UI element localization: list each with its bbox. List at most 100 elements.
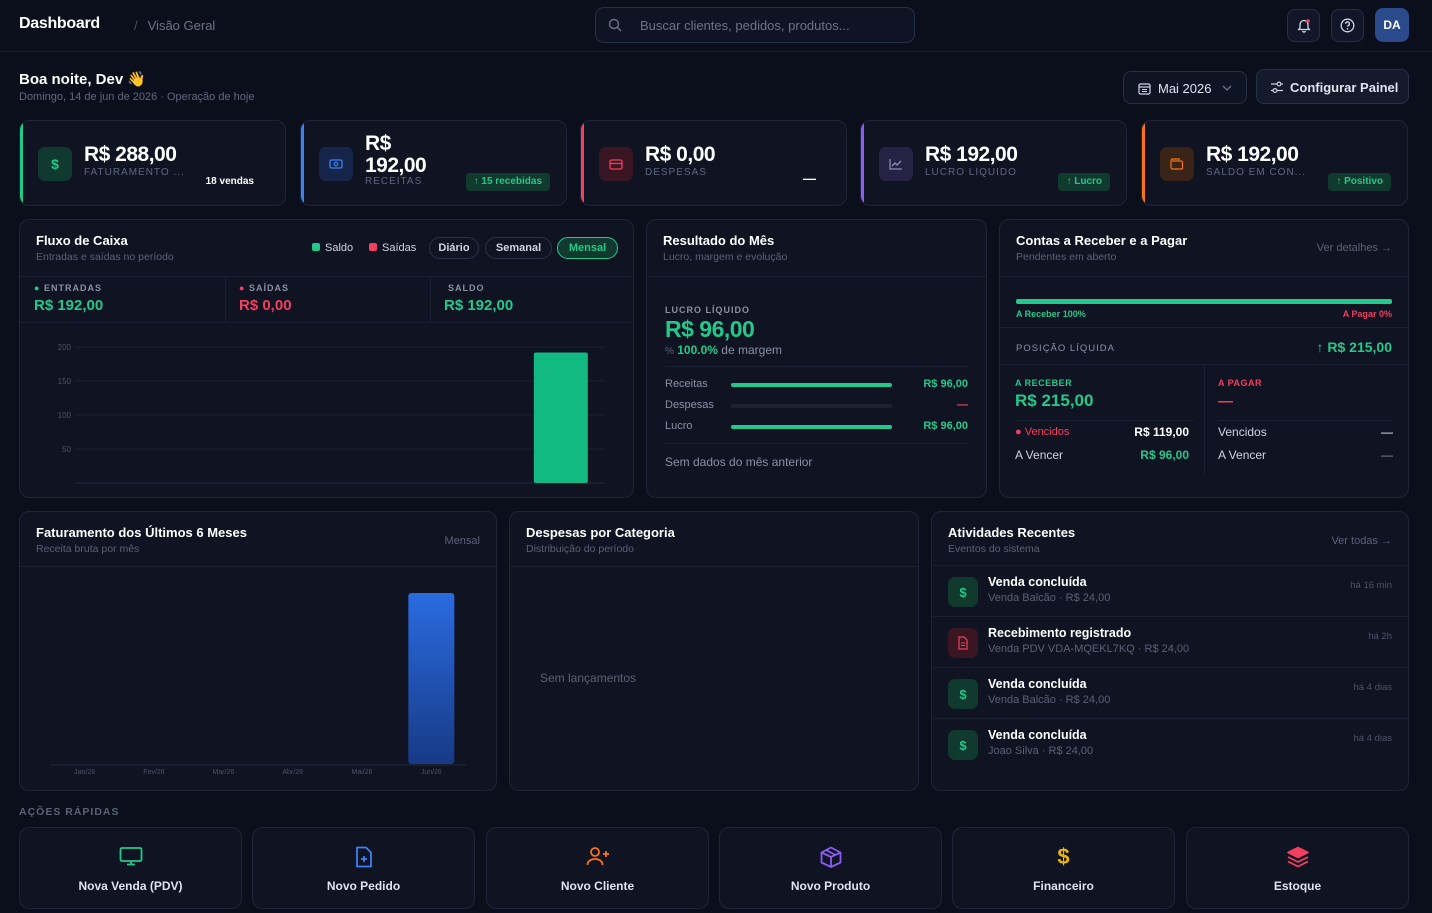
divider xyxy=(430,276,431,322)
activity-time: há 16 min xyxy=(1350,580,1392,591)
divider xyxy=(1000,276,1408,277)
receitas-label: Receitas xyxy=(665,378,708,390)
quick-action-finance[interactable]: $ Financeiro xyxy=(952,827,1175,909)
kpi-card-lucro[interactable]: R$ 192,00 LUCRO LÍQUIDO ↑ Lucro xyxy=(860,120,1127,206)
tab-diario[interactable]: Diário xyxy=(429,237,479,259)
cashflow-panel: Fluxo de Caixa Entradas e saídas no perí… xyxy=(19,219,634,498)
configure-panel-label: Configurar Painel xyxy=(1290,80,1399,95)
activities-title: Atividades Recentes xyxy=(948,525,1076,540)
see-all-link[interactable]: Ver todas → xyxy=(1331,535,1392,547)
kpi-value: R$ 0,00 xyxy=(645,143,716,166)
period-select[interactable]: Mai 2026 xyxy=(1123,71,1247,104)
expenses-title: Despesas por Categoria xyxy=(526,525,675,540)
x-tick-label: Fev/26 xyxy=(143,769,165,776)
revenue-panel: Faturamento dos Últimos 6 Meses Receita … xyxy=(19,511,497,791)
saldo-value: R$ 192,00 xyxy=(444,297,514,314)
dollar-icon: $ xyxy=(948,679,978,709)
revenue-bar xyxy=(408,593,455,764)
money-icon xyxy=(319,147,353,181)
legend-saidas: Saídas xyxy=(369,242,416,254)
activity-item[interactable]: Recebimento registrado Venda PDV VDA-MQE… xyxy=(933,616,1408,667)
arrow-right-icon: → xyxy=(1381,242,1392,254)
kpi-card-receitas[interactable]: R$ 192,00 RECEITAS ↑ 15 recebidas xyxy=(300,120,567,206)
kpi-badge: — xyxy=(803,171,816,186)
saidas-value: R$ 0,00 xyxy=(239,297,292,314)
x-tick-label: Mar/26 xyxy=(212,769,234,776)
quick-action-new-sale[interactable]: Nova Venda (PDV) xyxy=(19,827,242,909)
greeting-title: Boa noite, Dev 👋 xyxy=(19,71,147,88)
overdue-label: ● Vencidos xyxy=(1015,426,1070,438)
details-link[interactable]: Ver detalhes → xyxy=(1316,242,1392,254)
revenue-subtitle: Receita bruta por mês xyxy=(36,543,140,555)
revenue-period[interactable]: Mensal xyxy=(444,535,480,547)
kpi-card-faturamento[interactable]: $ R$ 288,00 FATURAMENTO ... 18 vendas xyxy=(19,120,286,206)
quick-action-label: Estoque xyxy=(1273,879,1322,893)
position-value: ↑ R$ 215,00 xyxy=(1316,339,1393,355)
notifications-button[interactable] xyxy=(1287,9,1320,42)
divider xyxy=(20,276,633,277)
percent-icon: % xyxy=(665,346,674,357)
divider xyxy=(1000,327,1408,328)
arrow-right-icon: → xyxy=(1381,535,1392,547)
divider xyxy=(20,322,633,323)
activity-item[interactable]: $ Venda concluída Venda Balcão · R$ 24,0… xyxy=(933,667,1408,718)
x-tick-label: Mar xyxy=(288,494,304,495)
quick-action-stock[interactable]: Estoque xyxy=(1186,827,1409,909)
chevron-down-icon xyxy=(1222,85,1232,91)
top-bar: Dashboard /Visão Geral DA xyxy=(0,0,1432,52)
legend-swatch-saidas xyxy=(369,243,377,251)
period-label: Mai 2026 xyxy=(1158,81,1212,96)
receitas-track xyxy=(731,383,892,387)
quick-action-new-client[interactable]: Novo Cliente xyxy=(486,827,709,909)
search-input[interactable] xyxy=(640,8,900,42)
receive-pay-track xyxy=(1016,299,1392,304)
kpi-label: SALDO EM CON... xyxy=(1206,167,1307,178)
activity-title: Venda concluída xyxy=(988,575,1087,589)
cashflow-title: Fluxo de Caixa xyxy=(36,233,128,248)
margin-value: 100.0% xyxy=(677,343,718,357)
trend-icon xyxy=(879,147,913,181)
kpi-accent-bar xyxy=(861,121,864,205)
activities-subtitle: Eventos do sistema xyxy=(948,543,1040,555)
kpi-label: RECEITAS xyxy=(365,176,423,187)
despesas-label: Despesas xyxy=(665,399,714,411)
pay-pct: A Pagar 0% xyxy=(1342,309,1392,319)
divider xyxy=(20,566,496,567)
revenue-title: Faturamento dos Últimos 6 Meses xyxy=(36,525,247,540)
saldo-label: SALDO xyxy=(448,283,485,293)
x-tick-label: Jun/26 xyxy=(421,769,442,776)
x-tick-label: Abr/26 xyxy=(282,769,303,776)
avatar[interactable]: DA xyxy=(1375,8,1409,42)
kpi-accent-bar xyxy=(301,121,304,205)
activity-title: Venda concluída xyxy=(988,677,1087,691)
lucro-track xyxy=(731,425,892,429)
bar-saldo xyxy=(533,352,588,483)
kpi-badge: ↑ Lucro xyxy=(1058,173,1110,191)
quick-action-label: Novo Produto xyxy=(790,879,871,893)
kpi-value: R$ 288,00 xyxy=(84,143,177,166)
kpi-label: LUCRO LÍQUIDO xyxy=(925,167,1017,178)
card-icon xyxy=(599,147,633,181)
divider xyxy=(1204,364,1205,474)
quick-action-new-product[interactable]: Novo Produto xyxy=(719,827,942,909)
breadcrumb-current[interactable]: Visão Geral xyxy=(147,18,216,33)
tab-mensal[interactable]: Mensal xyxy=(557,237,618,259)
quick-action-new-order[interactable]: Novo Pedido xyxy=(252,827,475,909)
quick-action-label: Novo Pedido xyxy=(326,879,401,893)
activity-item[interactable]: $ Venda concluída Joao Silva · R$ 24,00 … xyxy=(933,718,1408,769)
help-button[interactable] xyxy=(1331,9,1364,42)
search-box[interactable] xyxy=(595,7,915,43)
help-icon xyxy=(1340,18,1355,33)
x-tick-label: Jan xyxy=(112,494,127,495)
pay-due-label: A Vencer xyxy=(1218,448,1267,462)
result-note: Sem dados do mês anterior xyxy=(665,455,813,469)
margin-label: de margem xyxy=(721,343,782,357)
kpi-card-saldo[interactable]: R$ 192,00 SALDO EM CON... ↑ Positivo xyxy=(1141,120,1408,206)
due-label: A Vencer xyxy=(1015,448,1064,462)
x-tick-label: Mai xyxy=(465,494,480,495)
tab-semanal[interactable]: Semanal xyxy=(485,237,552,259)
dollar-icon: $ xyxy=(948,730,978,760)
configure-panel-button[interactable]: Configurar Painel xyxy=(1256,69,1409,104)
kpi-card-despesas[interactable]: R$ 0,00 DESPESAS — xyxy=(580,120,847,206)
activity-item[interactable]: $ Venda concluída Venda Balcão · R$ 24,0… xyxy=(933,565,1408,616)
